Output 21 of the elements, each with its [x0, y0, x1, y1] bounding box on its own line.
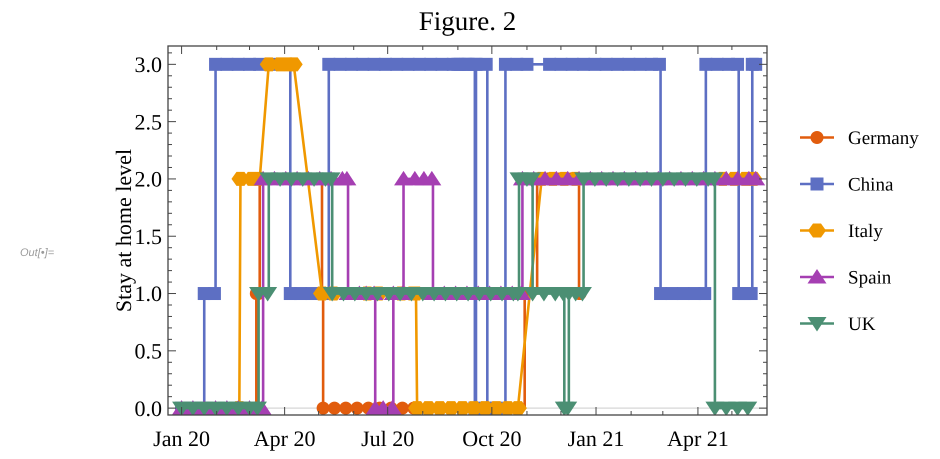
y-tick-label: 0.5	[134, 338, 162, 364]
y-tick-label: 1.0	[134, 281, 162, 306]
legend-label: UK	[848, 314, 876, 336]
y-tick-label: 2.5	[134, 109, 162, 134]
y-tick-label: 3.0	[134, 52, 162, 78]
text: Out[•]=	[20, 247, 55, 259]
x-tick-label: Jul 20	[361, 426, 414, 451]
chart-title: Figure. 2	[418, 6, 516, 36]
x-tick-label: Jan 21	[568, 426, 624, 451]
y-tick-label: 2.0	[134, 166, 162, 192]
legend-label: Spain	[848, 268, 892, 289]
x-tick-label: Jan 20	[153, 426, 210, 451]
legend-label: Germany	[848, 128, 920, 150]
legend-label: Italy	[848, 221, 884, 242]
x-tick-label: Oct 20	[462, 426, 522, 451]
x-tick-label: Apr 20	[254, 426, 316, 451]
legend-label: China	[848, 174, 894, 196]
x-tick-label: Apr 21	[667, 426, 729, 451]
y-axis-title: Stay at home level	[111, 148, 136, 312]
y-tick-label: 1.5	[134, 224, 162, 249]
y-tick-label: 0.0	[134, 396, 162, 421]
